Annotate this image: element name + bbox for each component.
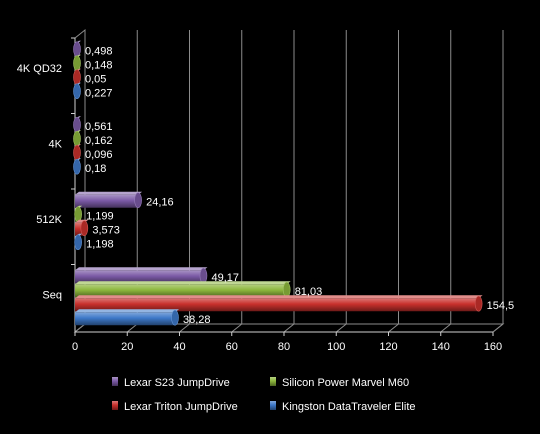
x-tick-label-80: 80 — [278, 341, 290, 353]
legend-item-lexar-s23-jumpdrive: Lexar S23 JumpDrive — [112, 377, 230, 389]
x-tick-label-40: 40 — [173, 341, 185, 353]
gridline-floor — [335, 323, 347, 333]
legend-swatch — [112, 401, 118, 410]
gridline-floor — [74, 323, 86, 333]
data-label-kingston-datatraveler-elite-512k: 1,198 — [86, 238, 114, 250]
x-axis-ticks: 0 20 40 60 80 100 120 140 160 — [72, 332, 502, 353]
bar-silicon-power-marvel-m60-4k — [73, 130, 81, 147]
data-label-kingston-datatraveler-elite-4k-qd32: 0,227 — [85, 87, 113, 99]
category-labels: 4K QD32 4K 512K Seq — [17, 37, 75, 301]
bar-lexar-s23-jumpdrive-seq — [75, 267, 208, 284]
bar-lexar-triton-jumpdrive-seq — [75, 295, 483, 312]
data-label-lexar-s23-jumpdrive-seq: 49,17 — [211, 272, 239, 284]
data-label-lexar-s23-jumpdrive-512k: 24,16 — [146, 196, 174, 208]
x-tick-label-120: 120 — [379, 341, 397, 353]
gridline-floor — [492, 323, 504, 333]
legend-item-silicon-power-marvel-m60: Silicon Power Marvel M60 — [270, 377, 409, 389]
gridline-floor — [179, 323, 190, 333]
bar-lexar-triton-jumpdrive-4k — [73, 144, 81, 161]
category-label-4k-qd32: 4K QD32 — [17, 63, 62, 75]
bar-silicon-power-marvel-m60-4k-qd32 — [73, 54, 81, 72]
bar-kingston-datatraveler-elite-512k — [74, 233, 83, 251]
gridline-floor — [231, 323, 243, 333]
bar-silicon-power-marvel-m60-seq — [75, 281, 291, 298]
data-label-silicon-power-marvel-m60-seq: 81,03 — [295, 286, 323, 298]
legend: Lexar S23 JumpDrive Silicon Power Marvel … — [112, 377, 416, 413]
bars — [73, 40, 483, 326]
legend-item-kingston-datatraveler-elite: Kingston DataTraveler Elite — [270, 401, 416, 413]
legend-label: Lexar Triton JumpDrive — [124, 401, 238, 413]
gridline-floor — [388, 323, 399, 333]
data-label-silicon-power-marvel-m60-4k-qd32: 0,148 — [85, 59, 113, 71]
x-tick-label-20: 20 — [121, 341, 133, 353]
legend-label: Lexar S23 JumpDrive — [124, 377, 230, 389]
x-tick-label-140: 140 — [432, 341, 450, 353]
category-label-seq: Seq — [42, 289, 62, 301]
data-label-silicon-power-marvel-m60-4k: 0,162 — [85, 135, 113, 147]
legend-swatch — [112, 377, 118, 386]
legend-label: Kingston DataTraveler Elite — [282, 401, 416, 413]
category-label-4k: 4K — [49, 138, 63, 150]
bar-lexar-s23-jumpdrive-512k — [75, 191, 143, 209]
bar-kingston-datatraveler-elite-4k — [73, 158, 81, 175]
bar-lexar-s23-jumpdrive-4k-qd32 — [73, 40, 81, 58]
x-tick-label-100: 100 — [327, 341, 345, 353]
x-tick-label-0: 0 — [72, 341, 78, 353]
category-label-512k: 512K — [36, 214, 62, 226]
x-tick-label-60: 60 — [226, 341, 238, 353]
x-tick-label-160: 160 — [484, 341, 502, 353]
data-label-lexar-triton-jumpdrive-seq: 154,5 — [487, 300, 515, 312]
data-label-silicon-power-marvel-m60-512k: 1,199 — [86, 210, 114, 222]
data-label-lexar-s23-jumpdrive-4k: 0,561 — [85, 121, 113, 133]
bar-silicon-power-marvel-m60-512k — [74, 205, 83, 223]
gridline-floor — [440, 323, 452, 333]
data-label-lexar-triton-jumpdrive-4k: 0,096 — [85, 149, 113, 161]
data-labels: 0,498 0,148 0,05 0,227 0,561 0,162 0,096 0,18 24… — [85, 45, 514, 326]
legend-item-lexar-triton-jumpdrive: Lexar Triton JumpDrive — [112, 401, 238, 413]
data-label-lexar-triton-jumpdrive-4k-qd32: 0,05 — [85, 73, 106, 85]
legend-swatch — [270, 401, 276, 410]
data-label-lexar-triton-jumpdrive-512k: 3,573 — [92, 224, 120, 236]
data-label-kingston-datatraveler-elite-4k: 0,18 — [85, 163, 106, 175]
data-label-kingston-datatraveler-elite-seq: 38,28 — [183, 314, 211, 326]
data-label-lexar-s23-jumpdrive-4k-qd32: 0,498 — [85, 45, 113, 57]
legend-swatch — [270, 377, 276, 386]
bar-lexar-s23-jumpdrive-4k — [73, 116, 81, 133]
gridline-floor — [126, 323, 138, 333]
legend-label: Silicon Power Marvel M60 — [282, 377, 409, 389]
bar-lexar-triton-jumpdrive-512k — [75, 219, 89, 237]
bar-kingston-datatraveler-elite-seq — [75, 309, 180, 326]
bar-kingston-datatraveler-elite-4k-qd32 — [73, 82, 81, 100]
gridline-floor — [283, 323, 295, 333]
bar-lexar-triton-jumpdrive-4k-qd32 — [73, 68, 81, 86]
